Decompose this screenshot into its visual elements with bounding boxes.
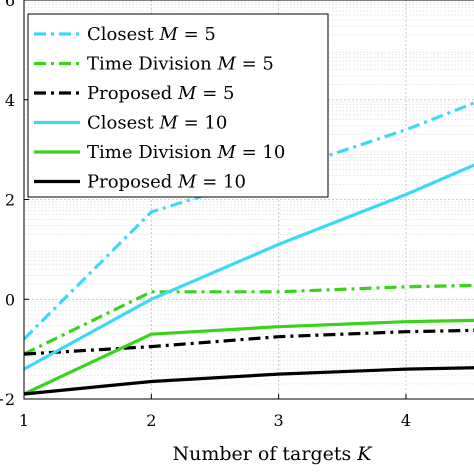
x-axis-title-symbol: K [356,443,373,465]
series-line-1 [22,101,474,341]
series-line-3 [23,328,474,356]
legend-label-2: Time Division M = 5 [87,54,274,75]
legend-label-3: Proposed M = 5 [87,83,234,104]
series-line-2 [23,283,474,356]
x-axis-title: Number of targets K [172,443,373,465]
y-tick-label: 2 [5,191,15,210]
series-line-5 [23,318,474,396]
series-line-4 [23,163,474,371]
x-tick-label: 2 [146,411,156,430]
x-axis-title-text: Number of targets [172,443,351,465]
y-tick-label: 0 [5,290,15,309]
legend-box [27,13,329,198]
legend-label-6: Proposed M = 10 [87,172,246,193]
legend-label-5: Time Division M = 10 [87,142,285,163]
y-tick-label: 6 [5,0,15,10]
legend: Closest M = 5 Time Division M = 5 Proposed… [27,13,329,198]
y-tick-label: 4 [5,91,15,110]
x-tick-label: 3 [274,411,284,430]
series-lines [22,101,474,396]
x-tick-label: 4 [401,411,411,430]
series-line-6 [23,366,474,396]
legend-label-4: Closest M = 10 [87,113,227,134]
y-tick-label: −2 [0,390,15,409]
legend-label-1: Closest M = 5 [87,24,216,45]
axes: −2 0 2 4 6 1 2 3 4 [0,0,411,430]
x-tick-label: 1 [19,411,29,430]
